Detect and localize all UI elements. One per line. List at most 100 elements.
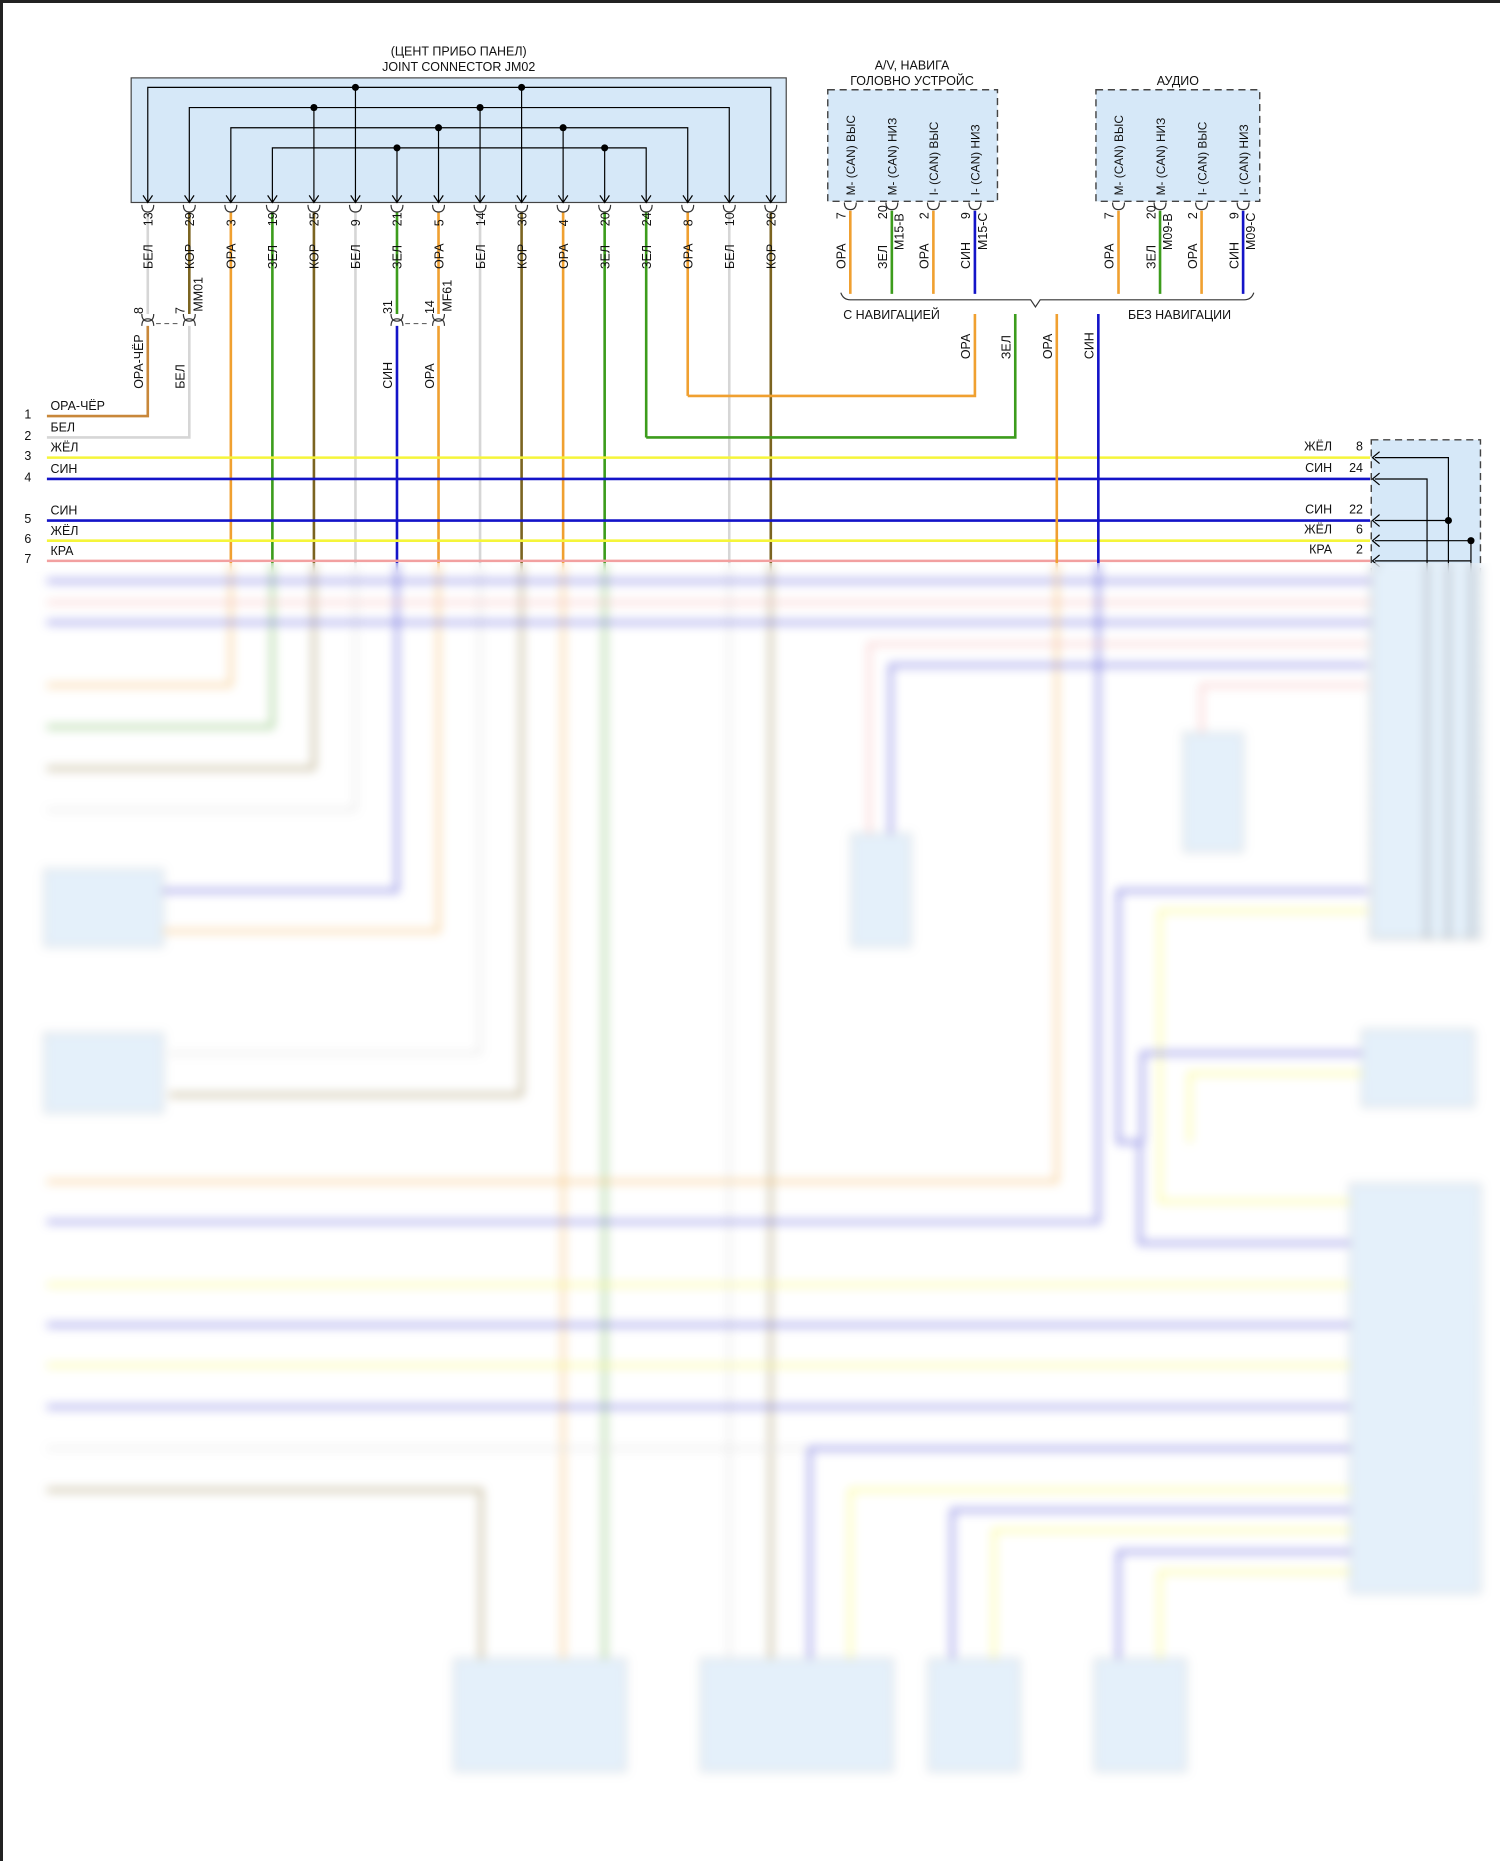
junction-dot (1444, 516, 1452, 525)
wire-color-label: КРА (50, 544, 74, 558)
wire-color-label: ОРА (432, 243, 446, 269)
wire-color-label: ЖЁЛ (50, 524, 78, 538)
pin-socket-icon (722, 204, 736, 213)
wire-can-orange (687, 314, 977, 398)
pin-arrow-icon (516, 195, 527, 204)
pin-plug-icon (390, 318, 404, 326)
connector-name: M15-C (976, 213, 990, 250)
wire-color-label: ОРА (423, 363, 437, 389)
wire-color-label: БЕЛ (349, 244, 363, 269)
jm02-subtitle: JOINT CONNECTOR JM02 (382, 60, 535, 74)
variant-label-without-nav: БЕЗ НАВИГАЦИИ (1128, 308, 1231, 322)
junction-dot (351, 83, 360, 91)
pin-arrow-icon (1371, 451, 1380, 465)
variant-brace (840, 292, 1255, 308)
pin-number: 21 (391, 212, 405, 226)
wire-color-label: ОРА (1186, 243, 1200, 269)
wire-color-label: КРА (1309, 543, 1333, 557)
junction-dot (601, 144, 609, 152)
junction-dot (393, 144, 401, 152)
pin-arrow-icon (765, 195, 777, 204)
pin-number: 6 (1356, 523, 1363, 537)
pin-number: 13 (142, 212, 156, 226)
pin-number: 4 (557, 219, 571, 226)
wire-color-label: СИН (50, 504, 77, 518)
pin-arrow-icon (599, 195, 610, 204)
pin-socket-icon (473, 204, 487, 213)
terminal-label: I- (CAN) ВЫС (1195, 121, 1209, 195)
wire-color-label: КОР (765, 244, 779, 269)
audio-unit-title: АУДИО (1157, 74, 1199, 88)
pin-number: 9 (1227, 212, 1241, 219)
blurred-region (3, 563, 1500, 1861)
wire-color-label: ЗЕЛ (876, 245, 890, 269)
wire-color-label: ОРА (1041, 333, 1055, 359)
pin-number: 25 (308, 212, 322, 226)
pin-number: 7 (835, 212, 849, 219)
wire-color-label: КОР (308, 244, 322, 269)
wire-color-label: СИН (1083, 332, 1097, 359)
junction-dot (559, 124, 567, 132)
wire-color-label: ЗЕЛ (598, 245, 612, 269)
row-number: 4 (24, 470, 31, 484)
connector-name: MF61 (441, 280, 455, 312)
pin-socket-icon (182, 204, 196, 213)
pin-socket-icon (265, 204, 279, 213)
pin-socket-icon (390, 314, 404, 322)
pin-number: 20 (876, 205, 890, 219)
wire-color-label: БЕЛ (474, 244, 488, 269)
pin-number: 2 (1356, 543, 1363, 557)
pin-number: 30 (515, 212, 529, 226)
wire-color-label: ЖЁЛ (1304, 523, 1332, 537)
terminal-label: M- (CAN) НИЗ (1154, 118, 1168, 196)
pin-number: 31 (381, 300, 395, 314)
pin-socket-icon (1236, 202, 1250, 211)
pin-number: 20 (598, 212, 612, 226)
pin-plug-icon (141, 318, 155, 326)
pin-socket-icon (431, 314, 446, 322)
pin-arrow-icon (391, 195, 403, 204)
junction-dot (476, 103, 484, 112)
pin-number: 14 (474, 212, 488, 226)
pin-number: 29 (183, 212, 197, 226)
junction-dot (434, 124, 443, 132)
pin-number: 26 (765, 212, 779, 226)
pin-number: 19 (266, 212, 280, 226)
pin-socket-icon (431, 204, 446, 213)
pin-number: 8 (132, 307, 146, 314)
wire-color-label: КОР (183, 244, 197, 269)
terminal-label: I- (CAN) ВЫС (927, 121, 941, 195)
pin-number: 9 (349, 219, 363, 226)
pin-number: 2 (918, 212, 932, 219)
internal-bus (271, 147, 647, 203)
terminal-label: M- (CAN) ВЫС (844, 115, 858, 196)
pin-number: 2 (1186, 212, 1200, 219)
nav-unit-subtitle: ГОЛОВНО УСТРОЙС (850, 73, 974, 88)
pin-arrow-icon (142, 195, 154, 204)
wire-color-label: ОРА-ЧЁР (132, 334, 146, 389)
pin-socket-icon (307, 204, 321, 213)
pin-socket-icon (598, 204, 612, 213)
internal-bus (188, 106, 730, 203)
terminal-label: M- (CAN) НИЗ (886, 118, 900, 196)
pin-number: 22 (1349, 502, 1363, 516)
pin-socket-icon (926, 202, 940, 211)
wire-color-label: ЖЁЛ (1304, 440, 1332, 454)
row-number: 2 (24, 429, 31, 443)
joint-connector-jm02 (130, 77, 787, 204)
pin-number: 20 (1144, 205, 1158, 219)
wire-color-label: ЗЕЛ (391, 245, 405, 269)
pin-number: 24 (1349, 461, 1363, 475)
wire-color-label: ОРА (557, 243, 571, 269)
jm02-title: (ЦЕНТ ПРИБО ПАНЕЛ) (391, 44, 527, 58)
nav_unit-connector (827, 89, 999, 203)
wire-color-label: СИН (1305, 502, 1332, 516)
wire-color-label: СИН (959, 242, 973, 269)
nav-unit-title: A/V, НАВИГА (875, 59, 950, 73)
pin-arrow-icon (350, 195, 361, 204)
variant-label-with-nav: С НАВИГАЦИЕЙ (843, 307, 940, 322)
pin-socket-icon (556, 204, 570, 213)
wire-color-label: СИН (1305, 461, 1332, 475)
row-number: 6 (24, 532, 31, 546)
